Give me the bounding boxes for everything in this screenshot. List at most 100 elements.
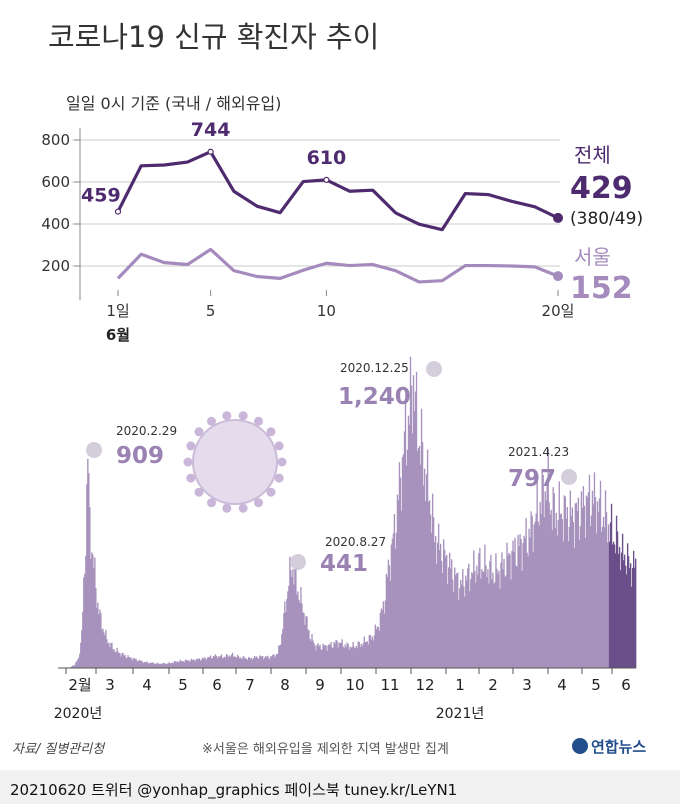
- daily-bar: [82, 611, 84, 668]
- daily-bar: [462, 569, 464, 668]
- y-tick-label: 800: [41, 131, 70, 149]
- daily-bar: [619, 570, 622, 668]
- daily-bar: [89, 507, 91, 668]
- daily-bar: [531, 515, 533, 668]
- daily-bar: [626, 543, 629, 668]
- month-label: 1: [455, 676, 465, 694]
- virus-spike: [194, 487, 204, 497]
- daily-bar: [392, 533, 395, 668]
- daily-bar: [510, 579, 512, 668]
- daily-bar: [593, 472, 596, 668]
- daily-bar: [411, 433, 414, 668]
- daily-bar: [142, 663, 144, 668]
- daily-bar: [256, 656, 258, 668]
- daily-bar: [372, 640, 374, 668]
- daily-bar: [231, 652, 234, 668]
- daily-bar: [576, 510, 579, 668]
- daily-bar: [160, 663, 162, 668]
- daily-bar: [147, 663, 149, 668]
- daily-bar: [201, 657, 204, 668]
- daily-bar: [124, 654, 126, 668]
- daily-bar: [132, 658, 134, 668]
- daily-bar: [334, 643, 336, 668]
- daily-bar: [316, 644, 318, 668]
- daily-bar: [605, 512, 608, 668]
- daily-bar: [319, 644, 321, 668]
- daily-bar: [417, 447, 420, 668]
- daily-bar: [182, 661, 185, 668]
- daily-bar: [111, 642, 113, 668]
- daily-bar: [324, 644, 326, 668]
- daily-bar: [455, 575, 457, 668]
- daily-bar: [330, 641, 332, 668]
- daily-bar: [312, 640, 314, 668]
- daily-bar: [380, 608, 383, 668]
- daily-bar: [278, 645, 280, 668]
- daily-bar: [458, 599, 460, 668]
- peak-date: 2021.4.23: [508, 445, 569, 459]
- daily-bar: [497, 573, 499, 668]
- daily-bar: [547, 448, 549, 668]
- daily-bar: [629, 563, 632, 668]
- daily-bar: [164, 664, 166, 668]
- daily-bar: [509, 554, 511, 668]
- daily-bar: [481, 569, 483, 668]
- virus-spike: [266, 427, 276, 437]
- daily-bar: [416, 450, 419, 668]
- daily-bar: [84, 573, 86, 668]
- daily-bar: [394, 548, 397, 668]
- month-label: 4: [557, 676, 567, 694]
- daily-bar: [482, 571, 484, 668]
- daily-bar: [421, 442, 424, 668]
- daily-bar: [409, 356, 412, 668]
- daily-bar: [180, 661, 182, 668]
- daily-bar: [108, 642, 110, 668]
- x-sub-label: 6월: [106, 326, 130, 344]
- daily-bar: [595, 533, 598, 668]
- daily-bar: [602, 516, 605, 668]
- daily-bar: [469, 591, 471, 668]
- daily-bar: [524, 538, 526, 668]
- daily-bar: [366, 641, 368, 668]
- daily-bar: [351, 646, 353, 668]
- month-label: 8: [280, 676, 290, 694]
- daily-bar: [634, 558, 637, 668]
- daily-bar: [384, 600, 387, 668]
- peak-value: 441: [320, 551, 368, 577]
- daily-bar: [559, 514, 561, 668]
- daily-bar: [320, 649, 322, 668]
- daily-bar: [322, 643, 324, 668]
- daily-bar: [628, 568, 631, 668]
- daily-bar: [446, 554, 448, 668]
- daily-bar: [344, 644, 346, 668]
- daily-bar: [235, 657, 238, 668]
- daily-bar: [439, 543, 442, 668]
- daily-bar: [555, 512, 557, 668]
- month-label: 12: [415, 676, 434, 694]
- daily-bar: [130, 657, 132, 668]
- daily-bar: [189, 660, 192, 668]
- annotation-label: 459: [81, 185, 121, 207]
- daily-bar: [490, 554, 492, 668]
- daily-bar: [252, 659, 254, 668]
- daily-bar: [128, 657, 130, 668]
- daily-bar: [341, 639, 343, 668]
- daily-bar: [349, 646, 351, 668]
- footer-text[interactable]: 20210620 트위터 @yonhap_graphics 페이스북 tuney…: [10, 781, 458, 799]
- daily-bar: [370, 639, 372, 668]
- daily-bar: [339, 642, 341, 668]
- daily-bar: [368, 635, 370, 668]
- daily-bar: [470, 578, 472, 668]
- daily-bar: [199, 660, 202, 668]
- daily-bar: [347, 643, 349, 668]
- daily-bar: [473, 550, 475, 668]
- daily-bar: [151, 662, 153, 668]
- daily-bar: [323, 646, 325, 668]
- daily-bar: [286, 599, 288, 668]
- daily-bar: [494, 582, 496, 668]
- daily-bar: [289, 556, 291, 668]
- daily-bar: [573, 548, 576, 668]
- daily-bar: [525, 518, 527, 668]
- daily-bar: [630, 586, 633, 668]
- virus-spike: [238, 411, 248, 421]
